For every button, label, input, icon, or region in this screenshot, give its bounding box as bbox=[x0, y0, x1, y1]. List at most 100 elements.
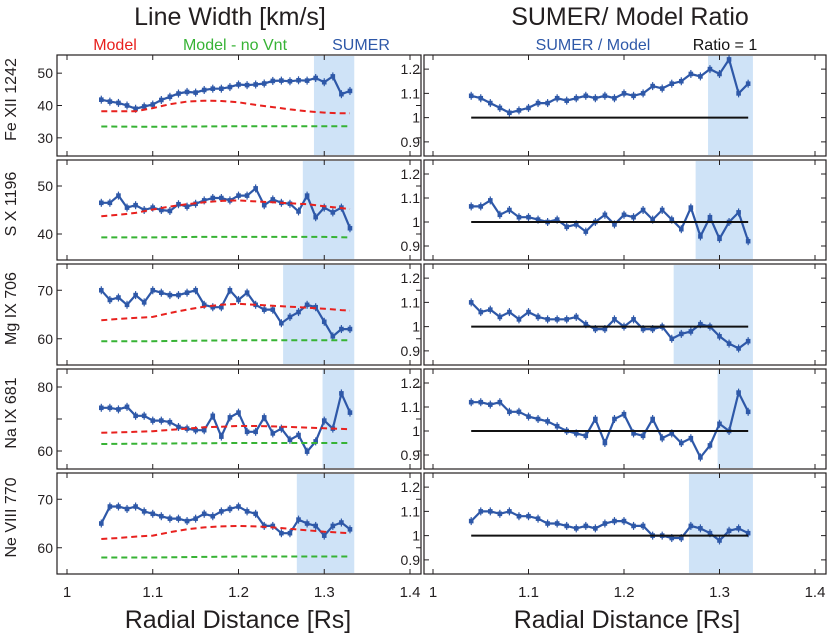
data-point bbox=[99, 97, 104, 102]
y-tick-label: 1 bbox=[412, 319, 420, 335]
data-point bbox=[141, 300, 147, 305]
data-point bbox=[124, 302, 130, 308]
data-point bbox=[583, 229, 589, 234]
y-tick-label: 1.2 bbox=[401, 479, 421, 495]
data-point bbox=[583, 523, 589, 529]
y-tick-label: 1.1 bbox=[401, 399, 421, 415]
x-tick-label: 1 bbox=[63, 584, 71, 601]
data-point bbox=[201, 198, 207, 203]
data-point bbox=[184, 518, 190, 524]
data-point bbox=[573, 526, 579, 531]
series-model-novnt bbox=[101, 442, 350, 445]
data-point bbox=[717, 421, 722, 427]
data-point bbox=[612, 317, 617, 322]
data-point bbox=[698, 321, 703, 327]
y-tick-label: 1.1 bbox=[401, 85, 421, 101]
panel-width-s: 40 50 S X 1196 bbox=[3, 159, 422, 261]
data-point bbox=[688, 205, 694, 210]
panel-ratio-na: 0.9 1 1.1 1.2 bbox=[401, 368, 827, 470]
data-point bbox=[564, 317, 569, 322]
data-point bbox=[99, 521, 104, 526]
data-point bbox=[507, 509, 512, 514]
y-tick-label: 0.9 bbox=[401, 134, 421, 150]
data-point bbox=[347, 326, 353, 332]
data-point bbox=[554, 521, 560, 526]
y-tick-label: 1 bbox=[412, 110, 420, 126]
panel-frame bbox=[56, 472, 422, 575]
data-point bbox=[717, 236, 722, 242]
left-title: Line Width [km/s] bbox=[134, 3, 326, 31]
data-point bbox=[167, 419, 173, 425]
y-tick-label: 50 bbox=[37, 65, 53, 81]
series-sumer bbox=[101, 74, 351, 110]
data-point bbox=[593, 526, 598, 531]
data-point bbox=[497, 511, 503, 517]
data-point bbox=[717, 538, 722, 543]
data-point bbox=[236, 82, 241, 87]
data-point bbox=[296, 209, 301, 214]
data-point bbox=[507, 409, 512, 415]
data-point bbox=[631, 93, 636, 99]
panel-ratio-ne: 0.9 1 1.1 1.2 1 1.1 1.2 1.3 1.4 bbox=[401, 472, 827, 601]
data-point bbox=[261, 202, 267, 208]
y-tick-label: 0.9 bbox=[401, 447, 421, 463]
y-tick-label: 70 bbox=[37, 282, 53, 298]
data-point bbox=[679, 535, 684, 541]
panel-width-na: 60 80 Na IX 681 bbox=[3, 368, 422, 470]
data-point bbox=[201, 87, 207, 93]
data-point bbox=[141, 509, 147, 514]
data-point bbox=[640, 207, 646, 213]
data-point bbox=[631, 317, 636, 322]
data-point bbox=[535, 217, 541, 222]
data-point bbox=[707, 443, 713, 448]
data-point bbox=[583, 93, 589, 99]
highlight-band bbox=[717, 370, 753, 468]
data-point bbox=[201, 302, 207, 308]
data-point bbox=[193, 427, 198, 433]
series-model bbox=[101, 425, 351, 434]
data-point bbox=[347, 527, 353, 532]
data-point bbox=[698, 74, 703, 79]
y-tick-label: 1 bbox=[412, 214, 420, 230]
data-point bbox=[159, 418, 164, 423]
data-point bbox=[330, 334, 336, 339]
data-point bbox=[253, 82, 258, 87]
data-point bbox=[516, 108, 522, 113]
data-point bbox=[612, 518, 617, 524]
data-point bbox=[669, 336, 675, 342]
data-point bbox=[468, 204, 474, 209]
data-point bbox=[612, 95, 617, 101]
data-point bbox=[159, 290, 164, 295]
data-point bbox=[313, 439, 318, 444]
data-point bbox=[124, 404, 130, 410]
data-point bbox=[330, 523, 336, 529]
series-model bbox=[101, 99, 350, 115]
y-tick-label: 60 bbox=[37, 540, 53, 556]
data-point bbox=[304, 78, 310, 83]
panel-frame bbox=[423, 368, 827, 470]
data-point bbox=[507, 309, 512, 315]
data-point bbox=[669, 535, 675, 541]
data-point bbox=[650, 326, 655, 332]
data-point bbox=[535, 100, 541, 106]
data-point bbox=[488, 509, 493, 514]
data-point bbox=[133, 413, 138, 419]
data-point bbox=[210, 86, 216, 91]
x-tick-label: 1.1 bbox=[142, 584, 163, 601]
data-point bbox=[497, 399, 503, 405]
data-point bbox=[497, 105, 503, 111]
data-point bbox=[698, 234, 703, 239]
data-point bbox=[184, 204, 190, 209]
data-point bbox=[287, 201, 293, 207]
data-point bbox=[488, 198, 493, 203]
y-tick-label: 1.2 bbox=[401, 375, 421, 391]
data-point bbox=[535, 416, 541, 422]
x-tick-label: 1.3 bbox=[709, 584, 730, 601]
data-point bbox=[707, 530, 713, 536]
data-point bbox=[339, 326, 344, 332]
data-point bbox=[669, 431, 675, 436]
series-model-novnt bbox=[101, 235, 351, 239]
data-point bbox=[253, 511, 258, 517]
data-point bbox=[650, 416, 655, 422]
y-axis-label: Fe XII 1242 bbox=[3, 58, 20, 141]
